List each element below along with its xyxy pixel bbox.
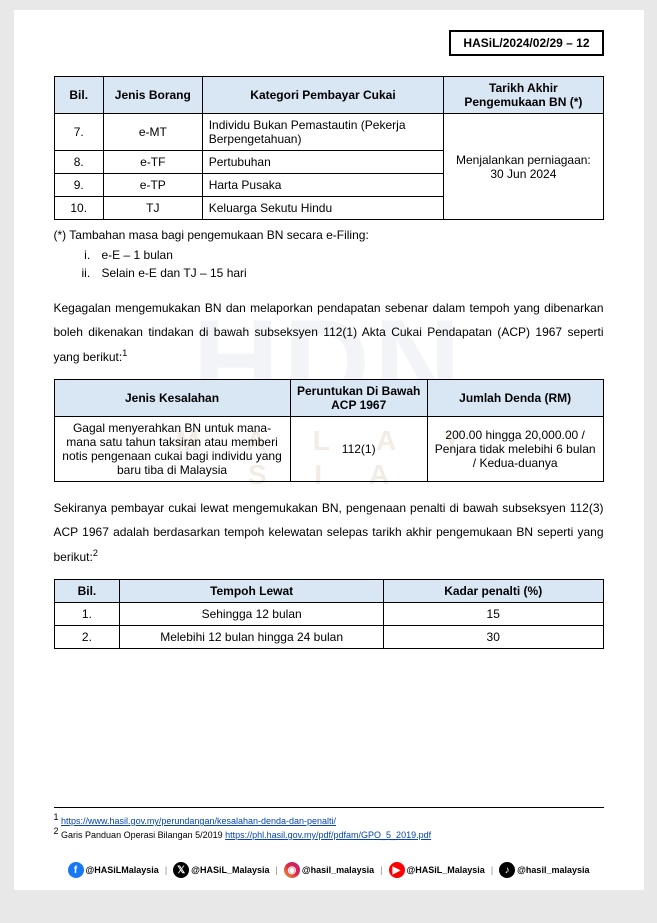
th-jenis-kesalahan: Jenis Kesalahan [54,380,290,417]
social-facebook[interactable]: f @HASiLMalaysia [68,862,159,878]
cell-kategori: Individu Bukan Pemastautin (Pekerja Berp… [202,114,444,151]
separator: | [165,865,167,875]
separator: | [380,865,382,875]
cell-bil: 7. [54,114,103,151]
yt-handle: @HASiL_Malaysia [407,865,485,875]
cell-tempoh: Melebihi 12 bulan hingga 24 bulan [120,626,384,649]
table-row: 7. e-MT Individu Bukan Pemastautin (Peke… [54,114,603,151]
cell-tempoh: Sehingga 12 bulan [120,603,384,626]
footnotes: 1 https://www.hasil.gov.my/perundangan/k… [54,807,604,840]
facebook-icon: f [68,862,84,878]
fn2-link[interactable]: https://phl.hasil.gov.my/pdf/pdfam/GPO_5… [225,830,431,840]
para2-sup: 2 [93,548,98,558]
th-jenis: Jenis Borang [103,77,202,114]
document-reference: HASiL/2024/02/29 – 12 [449,30,603,56]
separator: | [491,865,493,875]
para1-sup: 1 [122,348,127,358]
cell-bil: 8. [54,151,103,174]
cell-peruntukan: 112(1) [290,417,427,482]
th-kategori: Kategori Pembayar Cukai [202,77,444,114]
cell-jenis: e-TF [103,151,202,174]
table-header-row: Bil. Jenis Borang Kategori Pembayar Cuka… [54,77,603,114]
table-penalti: Bil. Tempoh Lewat Kadar penalti (%) 1. S… [54,579,604,649]
x-icon: 𝕏 [173,862,189,878]
list-item: e-E – 1 bulan [94,248,604,262]
cell-kadar: 15 [383,603,603,626]
paragraph-penalti: Sekiranya pembayar cukai lewat mengemuka… [54,496,604,569]
footnote-1: 1 https://www.hasil.gov.my/perundangan/k… [54,812,604,826]
instagram-icon: ◉ [284,862,300,878]
tk-handle: @hasil_malaysia [517,865,589,875]
cell-jenis: e-TP [103,174,202,197]
youtube-icon: ▶ [389,862,405,878]
th-tempoh: Tempoh Lewat [120,580,384,603]
table-row: 1. Sehingga 12 bulan 15 [54,603,603,626]
separator: | [275,865,277,875]
footnote-2: 2 Garis Panduan Operasi Bilangan 5/2019 … [54,826,604,840]
social-bar: f @HASiLMalaysia | 𝕏 @HASiL_Malaysia | ◉… [54,862,604,878]
fb-handle: @HASiLMalaysia [86,865,159,875]
th-tarikh: Tarikh Akhir Pengemukaan BN (*) [444,77,603,114]
cell-bil: 1. [54,603,120,626]
cell-jenis-kesalahan: Gagal menyerahkan BN untuk mana-mana sat… [54,417,290,482]
cell-bil: 2. [54,626,120,649]
para2-text: Sekiranya pembayar cukai lewat mengemuka… [54,501,604,564]
social-tiktok[interactable]: ♪ @hasil_malaysia [499,862,589,878]
cell-jenis: e-MT [103,114,202,151]
table-row: 2. Melebihi 12 bulan hingga 24 bulan 30 [54,626,603,649]
cell-kategori: Keluarga Sekutu Hindu [202,197,444,220]
list-tambahan: e-E – 1 bulan Selain e-E dan TJ – 15 har… [94,248,604,280]
th-jumlah: Jumlah Denda (RM) [427,380,603,417]
list-item: Selain e-E dan TJ – 15 hari [94,266,604,280]
social-youtube[interactable]: ▶ @HASiL_Malaysia [389,862,485,878]
table-row: Gagal menyerahkan BN untuk mana-mana sat… [54,417,603,482]
fn1-link[interactable]: https://www.hasil.gov.my/perundangan/kes… [61,816,336,826]
paragraph-kegagalan: Kegagalan mengemukakan BN dan melaporkan… [54,296,604,369]
cell-jenis: TJ [103,197,202,220]
cell-kadar: 30 [383,626,603,649]
cell-jumlah: 200.00 hingga 20,000.00 / Penjara tidak … [427,417,603,482]
table-header-row: Jenis Kesalahan Peruntukan Di Bawah ACP … [54,380,603,417]
para1-text: Kegagalan mengemukakan BN dan melaporkan… [54,301,604,364]
tiktok-icon: ♪ [499,862,515,878]
th-kadar: Kadar penalti (%) [383,580,603,603]
th-peruntukan: Peruntukan Di Bawah ACP 1967 [290,380,427,417]
table-kesalahan: Jenis Kesalahan Peruntukan Di Bawah ACP … [54,379,604,482]
social-twitter[interactable]: 𝕏 @HASiL_Malaysia [173,862,269,878]
table-header-row: Bil. Tempoh Lewat Kadar penalti (%) [54,580,603,603]
table-borang: Bil. Jenis Borang Kategori Pembayar Cuka… [54,76,604,220]
cell-kategori: Harta Pusaka [202,174,444,197]
cell-bil: 9. [54,174,103,197]
note-tambahan: (*) Tambahan masa bagi pengemukaan BN se… [54,228,604,242]
cell-tarikh-merged: Menjalankan perniagaan: 30 Jun 2024 [444,114,603,220]
fn2-sup: 2 [54,826,59,836]
social-instagram[interactable]: ◉ @hasil_malaysia [284,862,374,878]
th-bil: Bil. [54,77,103,114]
th-bil: Bil. [54,580,120,603]
fn1-sup: 1 [54,812,59,822]
cell-bil: 10. [54,197,103,220]
tw-handle: @HASiL_Malaysia [191,865,269,875]
cell-kategori: Pertubuhan [202,151,444,174]
fn2-text: Garis Panduan Operasi Bilangan 5/2019 [61,830,225,840]
ig-handle: @hasil_malaysia [302,865,374,875]
